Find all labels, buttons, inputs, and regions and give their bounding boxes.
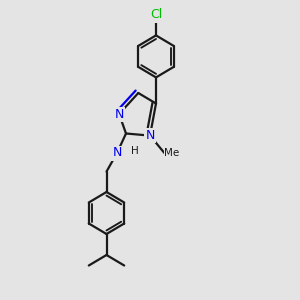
Text: N: N	[145, 129, 155, 142]
Text: Me: Me	[164, 148, 180, 158]
Text: N: N	[114, 107, 124, 121]
Text: Cl: Cl	[150, 8, 162, 22]
Text: N: N	[112, 146, 122, 160]
Text: H: H	[130, 146, 138, 157]
